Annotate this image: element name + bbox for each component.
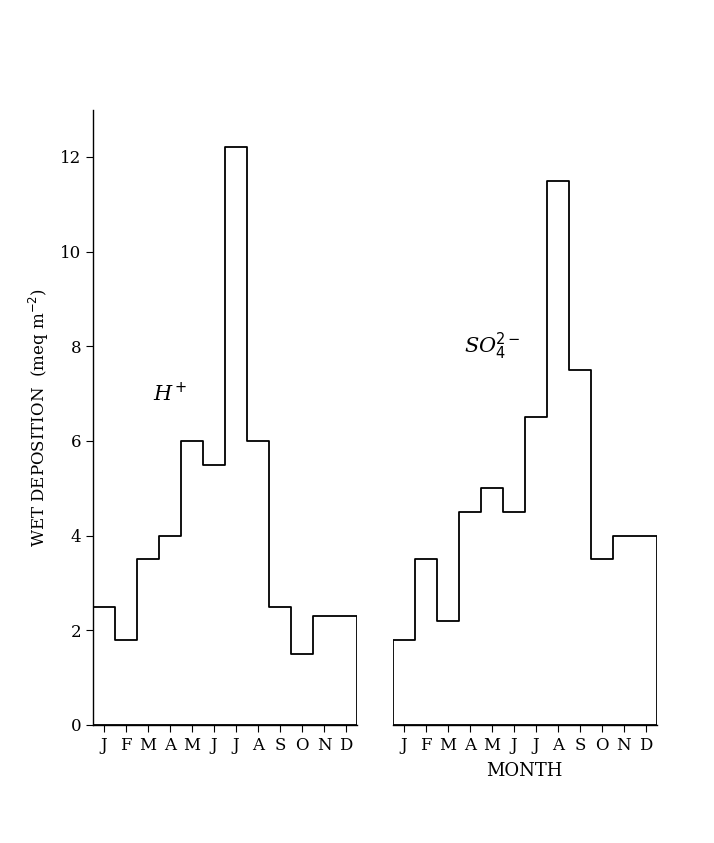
X-axis label: MONTH: MONTH (487, 762, 563, 780)
Text: SO$_4^{2-}$: SO$_4^{2-}$ (463, 330, 520, 362)
Y-axis label: WET DEPOSITION  (meq m$^{-2}$): WET DEPOSITION (meq m$^{-2}$) (27, 287, 51, 547)
Text: H$^+$: H$^+$ (153, 382, 187, 405)
